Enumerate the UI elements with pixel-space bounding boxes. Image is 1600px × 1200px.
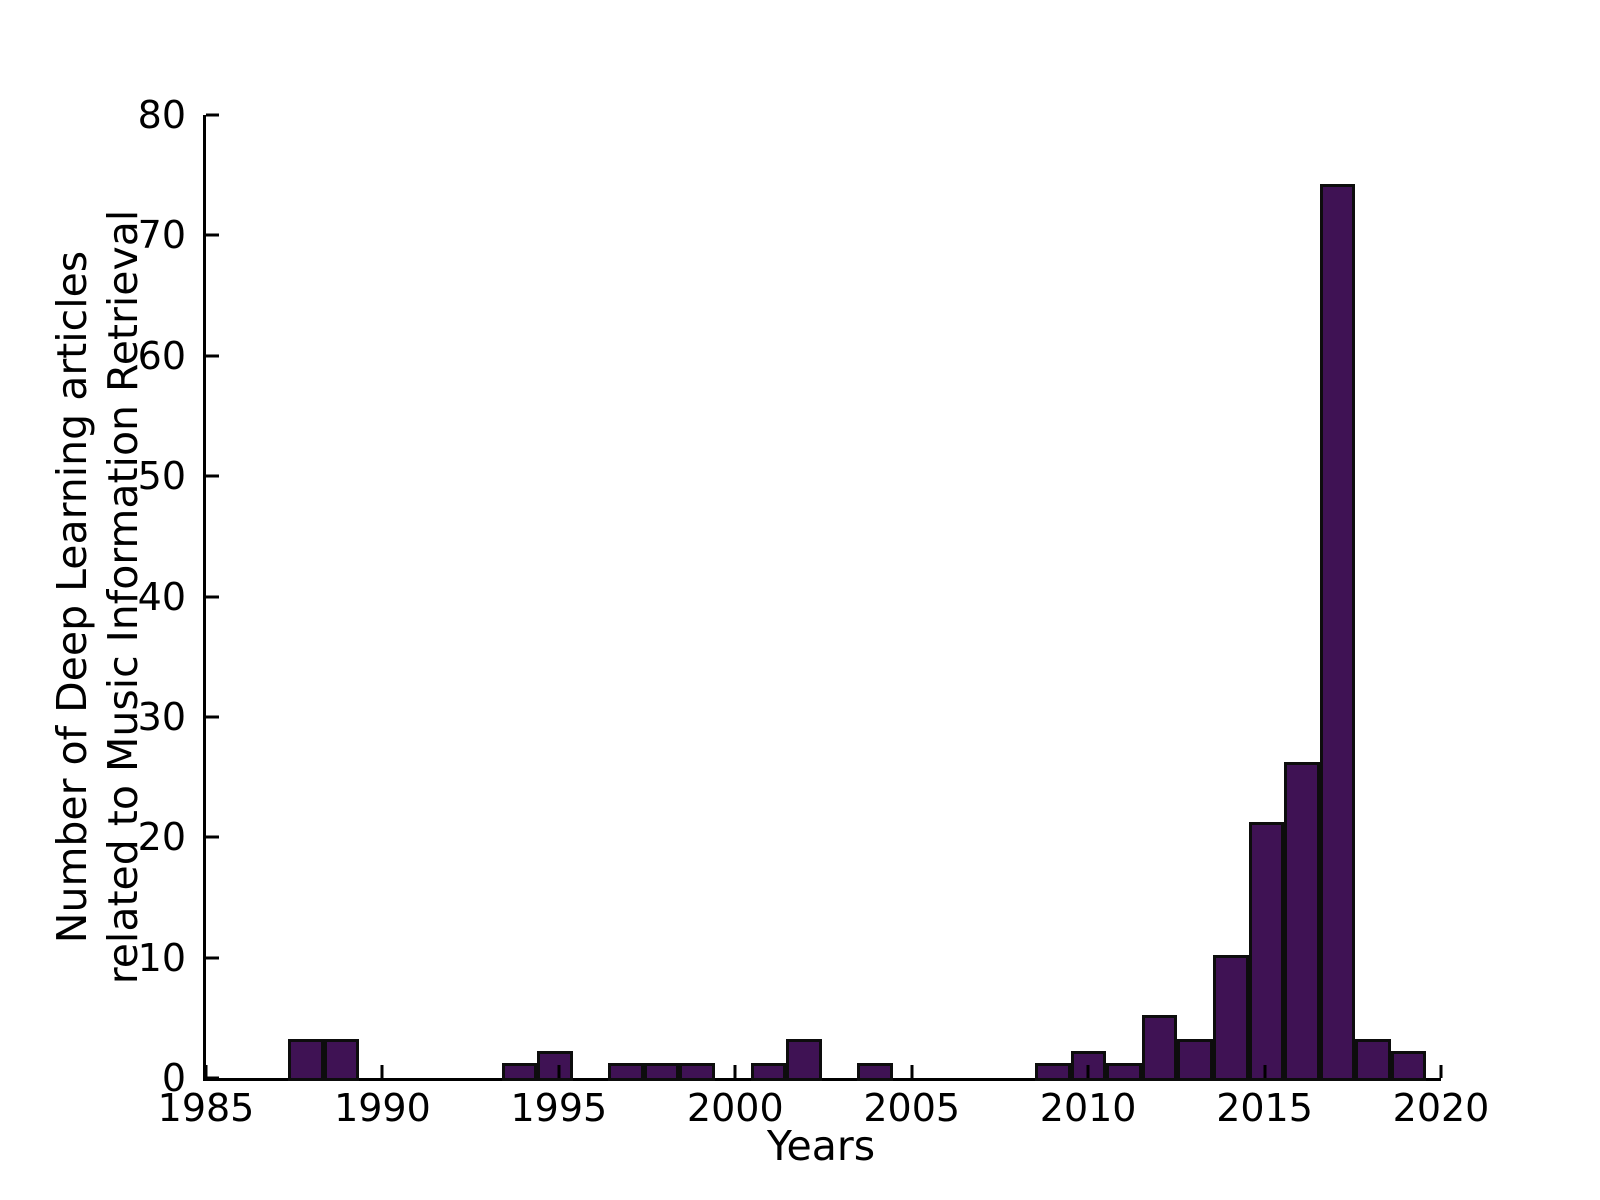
x-tick-2020 <box>1439 1065 1443 1078</box>
y-tick-60 <box>206 354 219 358</box>
x-tick-label-2020: 2020 <box>1392 1086 1490 1130</box>
x-tick-2000 <box>733 1065 737 1078</box>
plot-area <box>203 113 1443 1081</box>
histogram-bar-1999 <box>679 1062 716 1081</box>
y-tick-40 <box>206 595 219 598</box>
y-tick-label-80: 80 <box>137 93 186 137</box>
x-tick-label-1985: 1985 <box>157 1086 255 1130</box>
histogram-bar-2019 <box>1390 1050 1427 1081</box>
histogram-bar-2015 <box>1248 822 1285 1081</box>
x-tick-label-1995: 1995 <box>510 1086 608 1130</box>
y-tick-label-60: 60 <box>137 333 186 378</box>
y-tick-label-50: 50 <box>137 454 186 499</box>
x-tick-labels: 1985 1990 1995 2000 2005 2010 2015 2020 <box>158 1086 1490 1141</box>
histogram-bar-2017 <box>1319 184 1356 1081</box>
y-tick-label-30: 30 <box>137 694 186 739</box>
x-tick-1990 <box>380 1065 384 1078</box>
x-tick-label-2015: 2015 <box>1216 1086 1313 1130</box>
x-tick-1985 <box>204 1065 208 1078</box>
x-tick-label-1990: 1990 <box>334 1086 431 1130</box>
y-tick-label-10: 10 <box>137 935 186 980</box>
x-tick-2010 <box>1086 1065 1090 1078</box>
x-tick-label-2010: 2010 <box>1039 1086 1137 1130</box>
y-tick-label-70: 70 <box>137 213 186 258</box>
histogram-bar-1994 <box>501 1062 538 1081</box>
y-tick-30 <box>206 715 219 719</box>
y-tick-label-20: 20 <box>137 815 186 860</box>
y-tick-10 <box>206 956 219 960</box>
y-tick-20 <box>206 835 219 839</box>
y-tick-80 <box>206 113 219 117</box>
histogram-bar-1998 <box>643 1062 680 1081</box>
x-tick-label-2005: 2005 <box>863 1086 961 1130</box>
y-tick-0 <box>206 1076 219 1080</box>
histogram-bar-2004 <box>857 1062 893 1081</box>
x-tick-2005 <box>910 1065 914 1078</box>
x-tick-2015 <box>1263 1065 1267 1078</box>
y-tick-50 <box>206 474 219 478</box>
histogram-bar-1997 <box>608 1062 644 1081</box>
histogram-bar-2016 <box>1284 762 1320 1081</box>
histogram-bar-2014 <box>1212 954 1249 1081</box>
histogram-bar-2002 <box>786 1038 822 1081</box>
y-tick-labels: 0 10 20 30 40 50 60 70 80 <box>0 96 186 1097</box>
histogram-bar-1995 <box>537 1050 573 1081</box>
histogram-bar-2012 <box>1141 1014 1178 1081</box>
x-axis-label: Years <box>766 1122 876 1170</box>
y-tick-label-0: 0 <box>161 1056 186 1100</box>
histogram-bar-2009 <box>1035 1062 1071 1081</box>
histogram-bar-2013 <box>1177 1038 1213 1081</box>
histogram-bar-2001 <box>750 1062 787 1081</box>
histogram-bar-1988 <box>288 1038 324 1081</box>
histogram-bar-2018 <box>1355 1038 1391 1081</box>
histogram-bar-1989 <box>323 1038 360 1081</box>
x-tick-label-2000: 2000 <box>686 1086 784 1130</box>
y-tick-label-40: 40 <box>137 574 186 619</box>
x-tick-1995 <box>557 1065 561 1078</box>
y-tick-70 <box>206 233 219 237</box>
histogram-bar-2011 <box>1106 1062 1142 1081</box>
